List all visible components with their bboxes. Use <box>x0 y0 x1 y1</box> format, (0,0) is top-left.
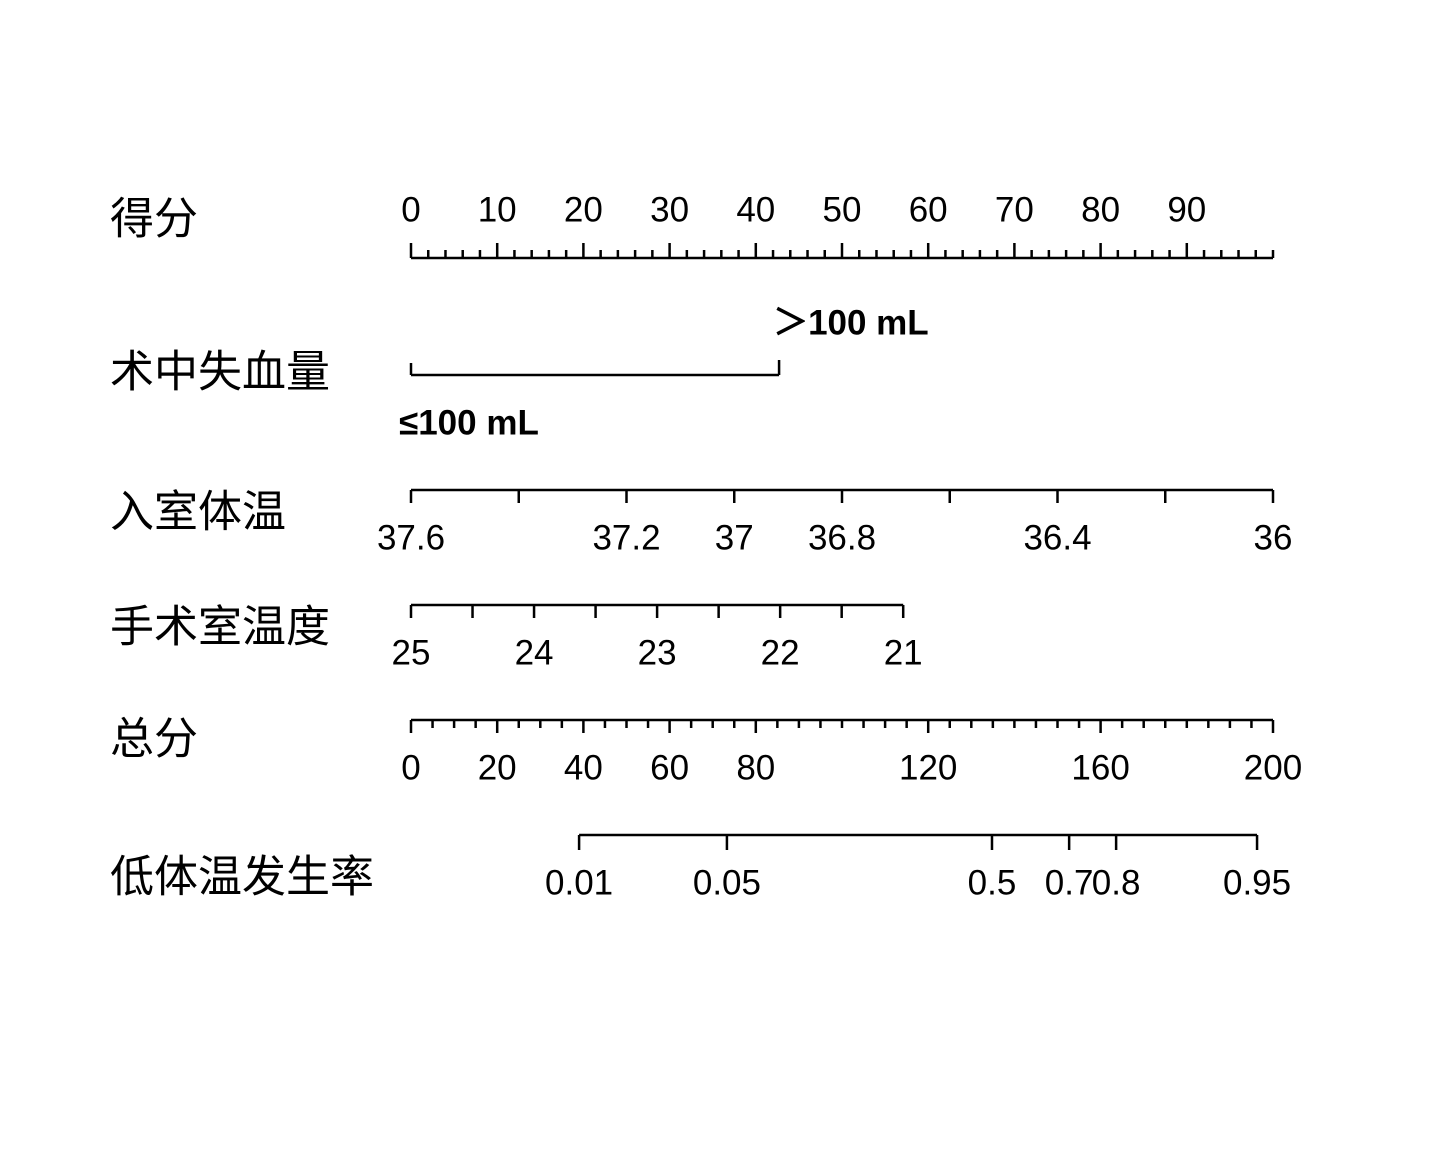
tick-label: 0.5 <box>968 863 1017 902</box>
tick-label: 20 <box>478 748 517 787</box>
category-label: ≤100 mL <box>399 403 539 442</box>
tick-label: 50 <box>823 190 862 229</box>
tick-label: 90 <box>1167 190 1206 229</box>
tick-label: 160 <box>1071 748 1129 787</box>
tick-label: 60 <box>909 190 948 229</box>
tick-label: 40 <box>736 190 775 229</box>
tick-label: 80 <box>1081 190 1120 229</box>
tick-label: 37 <box>715 518 754 557</box>
tick-label: 0.05 <box>693 863 761 902</box>
tick-label: 36.4 <box>1023 518 1091 557</box>
tick-label: 0.01 <box>545 863 613 902</box>
tick-label: 21 <box>884 633 923 672</box>
row-label: 得分 <box>110 194 198 245</box>
tick-label: 0.95 <box>1223 863 1291 902</box>
tick-label: 23 <box>638 633 677 672</box>
tick-label: 60 <box>650 748 689 787</box>
tick-label: 30 <box>650 190 689 229</box>
tick-label: 0 <box>401 748 420 787</box>
tick-label: 37.2 <box>592 518 660 557</box>
tick-label: 80 <box>736 748 775 787</box>
tick-label: 70 <box>995 190 1034 229</box>
row-label: 总分 <box>110 714 198 765</box>
row-label: 术中失血量 <box>110 347 330 398</box>
tick-label: 36 <box>1254 518 1293 557</box>
row-label: 低体温发生率 <box>110 852 374 903</box>
tick-label: 120 <box>899 748 957 787</box>
tick-label: 0.7 <box>1045 863 1094 902</box>
tick-label: 40 <box>564 748 603 787</box>
tick-label: 200 <box>1244 748 1302 787</box>
tick-label: 20 <box>564 190 603 229</box>
row-label: 手术室温度 <box>110 602 330 653</box>
tick-label: 10 <box>478 190 517 229</box>
tick-label: 22 <box>761 633 800 672</box>
tick-label: 25 <box>392 633 431 672</box>
category-label: ＞100 mL <box>773 303 929 342</box>
tick-label: 36.8 <box>808 518 876 557</box>
tick-label: 24 <box>515 633 554 672</box>
tick-label: 0 <box>401 190 420 229</box>
tick-label: 37.6 <box>377 518 445 557</box>
row-label: 入室体温 <box>110 487 286 538</box>
tick-label: 0.8 <box>1092 863 1141 902</box>
